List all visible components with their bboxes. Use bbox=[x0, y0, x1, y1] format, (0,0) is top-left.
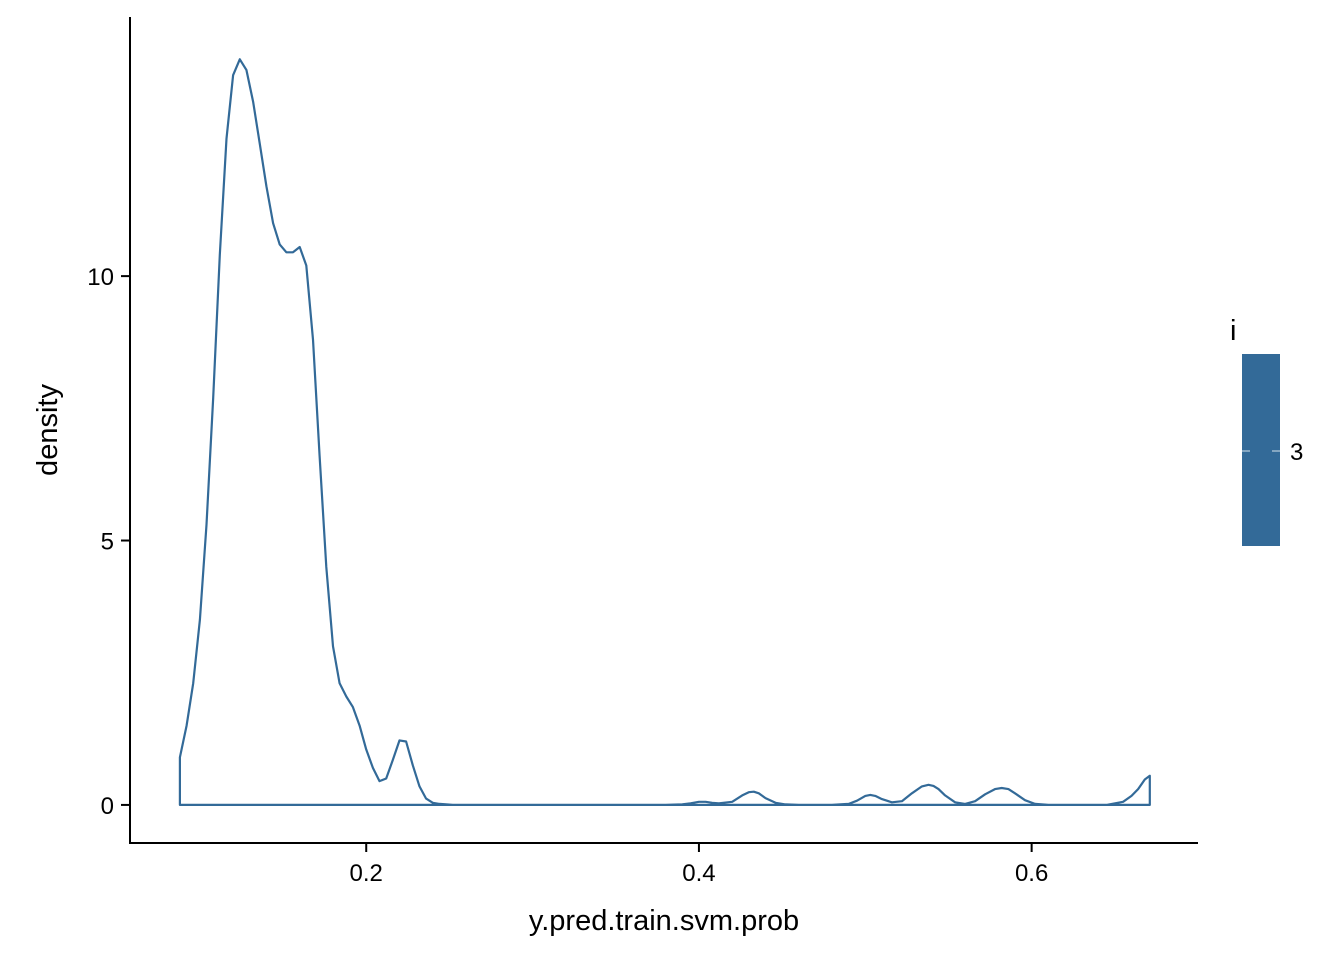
series-layer bbox=[178, 58, 1151, 806]
y-axis-title: density bbox=[32, 384, 64, 476]
y-tick-label: 0 bbox=[101, 793, 114, 820]
x-axis-title: y.pred.train.svm.prob bbox=[529, 905, 799, 937]
x-tick-label: 0.4 bbox=[682, 860, 715, 887]
legend-label: 3 bbox=[1290, 439, 1303, 466]
y-tick-label: 5 bbox=[101, 529, 114, 556]
y-tick-label: 10 bbox=[87, 264, 114, 291]
legend-title: i bbox=[1230, 315, 1236, 347]
legend: i 3 bbox=[1230, 315, 1303, 546]
x-tick-label: 0.2 bbox=[350, 860, 383, 887]
density-curve bbox=[178, 58, 1151, 806]
x-axis-ticks: 0.2 0.4 0.6 bbox=[350, 843, 1048, 887]
legend-colorbar bbox=[1242, 354, 1280, 546]
x-tick-label: 0.6 bbox=[1015, 860, 1048, 887]
y-axis-ticks: 0 5 10 bbox=[87, 264, 130, 820]
